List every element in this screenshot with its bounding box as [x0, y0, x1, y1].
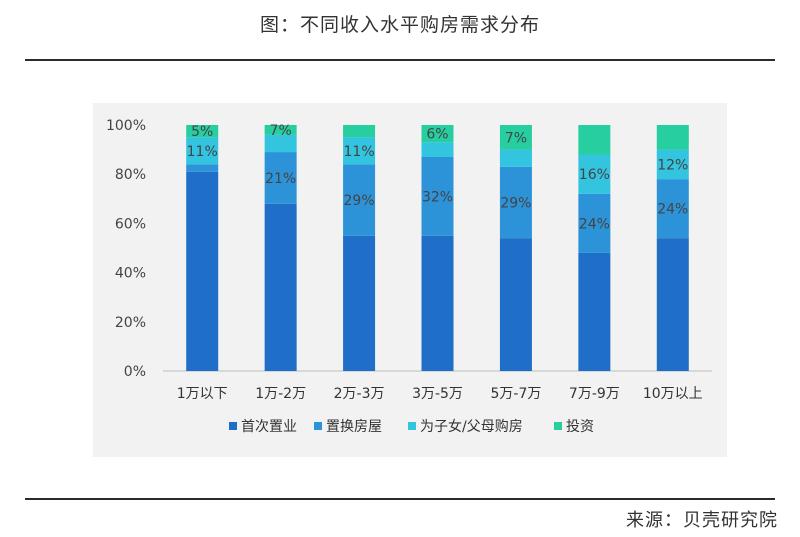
bar-segment [264, 125, 297, 135]
bar-segment [578, 125, 611, 155]
bar-segment [343, 235, 376, 371]
bar-segment [656, 149, 689, 180]
bar-segment [421, 156, 454, 236]
bar-segment [264, 152, 297, 204]
legend-swatch [314, 422, 322, 430]
bar-segment [499, 149, 532, 167]
x-tick-label: 1万-2万 [255, 386, 306, 402]
legend-label: 首次置业 [241, 419, 297, 435]
y-tick-label: 80% [115, 167, 146, 183]
data-label: 5% [191, 124, 213, 140]
data-label: 29% [500, 195, 531, 211]
bar-segment [186, 125, 219, 138]
bar-segment [578, 252, 611, 371]
bar-segment [656, 179, 689, 239]
bar-segment [421, 125, 454, 143]
bar-segment [343, 137, 376, 165]
data-label: 6% [426, 127, 448, 143]
legend-swatch [554, 422, 562, 430]
y-tick-label: 40% [115, 266, 146, 282]
bottom-divider [25, 498, 775, 500]
data-label: 29% [344, 193, 375, 209]
bar-segment [343, 125, 376, 138]
bar-segment [186, 171, 219, 371]
bar-segment [499, 125, 532, 150]
x-tick-label: 1万以下 [177, 386, 228, 402]
bar-segment [578, 193, 611, 253]
bar-segment [656, 238, 689, 371]
legend-label: 为子女/父母购房 [420, 418, 523, 435]
x-tick-label: 5万-7万 [490, 386, 541, 402]
data-label: 16% [579, 167, 610, 183]
bar-segment [578, 154, 611, 194]
bar-segment [343, 164, 376, 236]
bar-segment [264, 203, 297, 371]
legend-label: 置换房屋 [326, 418, 382, 435]
bar-segment [421, 235, 454, 371]
data-label: 32% [422, 189, 453, 205]
data-label: 24% [657, 202, 688, 218]
bar-segment [186, 164, 219, 172]
bar-segment [499, 238, 532, 371]
data-label: 11% [187, 144, 218, 160]
data-label: 11% [344, 144, 375, 160]
bar-segment [421, 142, 454, 157]
x-tick-label: 7万-9万 [569, 386, 620, 402]
top-divider [25, 59, 775, 61]
data-label: 7% [505, 130, 527, 146]
data-label: 12% [657, 157, 688, 173]
y-tick-label: 0% [124, 364, 146, 380]
bar-segment [186, 137, 219, 165]
chart-title: 图：不同收入水平购房需求分布 [259, 14, 540, 36]
y-tick-label: 60% [115, 216, 146, 232]
legend-swatch [229, 422, 237, 430]
x-tick-label: 2万-3万 [334, 386, 385, 402]
legend-label: 投资 [566, 419, 594, 435]
data-label: 24% [579, 216, 610, 232]
x-tick-label: 10万以上 [643, 386, 703, 402]
bar-segment [264, 134, 297, 153]
bar-segment [656, 125, 689, 150]
x-tick-label: 3万-5万 [412, 386, 463, 402]
y-tick-label: 20% [115, 315, 146, 331]
source-note: 来源：贝壳研究院 [626, 510, 778, 531]
bar-segment [499, 166, 532, 239]
data-label: 7% [270, 123, 292, 139]
y-tick-label: 100% [106, 118, 146, 134]
data-label: 21% [265, 171, 296, 187]
legend-swatch [408, 422, 416, 430]
